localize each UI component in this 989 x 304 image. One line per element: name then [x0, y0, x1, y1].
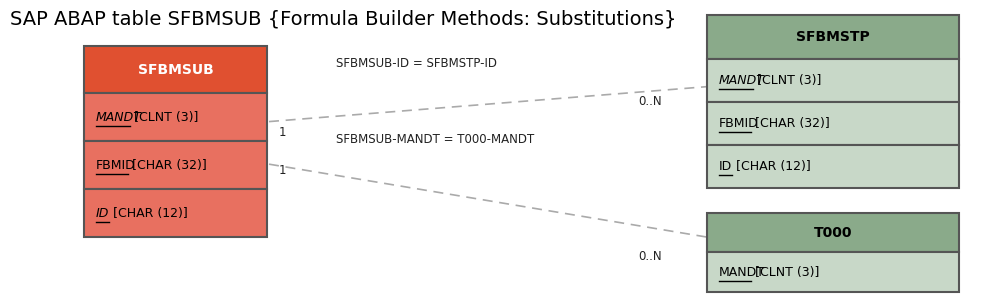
Bar [707, 145, 959, 188]
Text: [CLNT (3)]: [CLNT (3)] [753, 74, 821, 87]
Text: 1: 1 [279, 164, 287, 177]
Text: ID: ID [96, 207, 110, 220]
Text: 0..N: 0..N [638, 95, 662, 108]
Text: MANDT: MANDT [719, 74, 764, 87]
Bar [707, 102, 959, 145]
Text: FBMID: FBMID [719, 117, 759, 130]
Text: FBMID: FBMID [96, 159, 135, 172]
Text: [CLNT (3)]: [CLNT (3)] [752, 266, 820, 278]
Text: 0..N: 0..N [638, 250, 662, 263]
Bar [84, 141, 267, 189]
Bar [84, 189, 267, 237]
Text: 1: 1 [279, 126, 287, 139]
Text: SFBMSTP: SFBMSTP [796, 30, 870, 44]
Text: SAP ABAP table SFBMSUB {Formula Builder Methods: Substitutions}: SAP ABAP table SFBMSUB {Formula Builder … [10, 9, 676, 28]
Text: MANDT: MANDT [719, 266, 765, 278]
Bar [707, 252, 959, 292]
Text: [CLNT (3)]: [CLNT (3)] [130, 111, 198, 124]
Text: SFBMSUB-MANDT = T000-MANDT: SFBMSUB-MANDT = T000-MANDT [336, 133, 534, 146]
Text: SFBMSUB-ID = SFBMSTP-ID: SFBMSUB-ID = SFBMSTP-ID [336, 57, 497, 70]
Text: SFBMSUB: SFBMSUB [137, 63, 214, 77]
Text: [CHAR (12)]: [CHAR (12)] [110, 207, 188, 220]
Text: [CHAR (12)]: [CHAR (12)] [732, 160, 811, 173]
Bar [707, 15, 959, 59]
Text: [CHAR (32)]: [CHAR (32)] [752, 117, 830, 130]
Text: [CHAR (32)]: [CHAR (32)] [129, 159, 207, 172]
Bar [707, 213, 959, 252]
Bar [707, 58, 959, 102]
Bar [84, 94, 267, 141]
Text: MANDT: MANDT [96, 111, 141, 124]
Text: ID: ID [719, 160, 732, 173]
Bar [84, 46, 267, 94]
Text: T000: T000 [814, 226, 853, 240]
